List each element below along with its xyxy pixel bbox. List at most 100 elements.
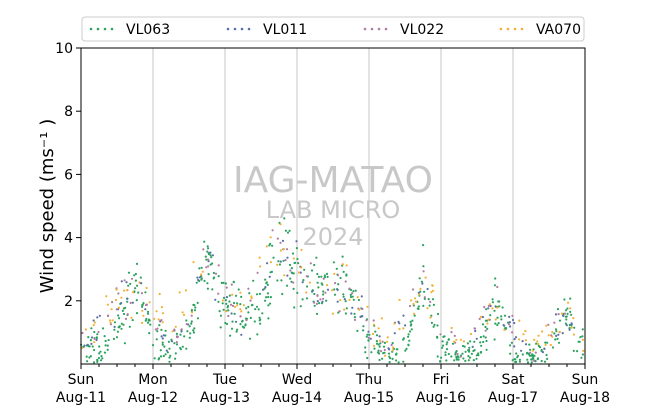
- data-point-vl063: [402, 360, 405, 363]
- data-point-va070: [431, 284, 434, 287]
- data-point-va070: [333, 272, 336, 275]
- data-point-vl022: [511, 314, 514, 317]
- data-point-vl063: [554, 328, 558, 331]
- data-point-vl063: [581, 353, 585, 356]
- data-point-vl063: [219, 314, 222, 317]
- data-point-vl063: [450, 355, 453, 358]
- data-point-vl063: [430, 321, 433, 324]
- data-point-vl063: [342, 270, 345, 273]
- data-point-vl063: [540, 359, 543, 363]
- data-points: [80, 217, 585, 364]
- data-point-vl063: [89, 355, 92, 358]
- data-point-vl063: [391, 342, 394, 345]
- data-point-vl063: [120, 327, 123, 330]
- data-point-vl063: [258, 316, 261, 319]
- data-point-vl011: [393, 332, 396, 335]
- data-point-vl011: [541, 351, 545, 354]
- data-point-vl063: [509, 344, 512, 347]
- data-point-vl011: [508, 315, 511, 318]
- data-point-vl063: [498, 300, 501, 303]
- data-point-vl063: [428, 304, 431, 307]
- data-point-vl063: [222, 281, 225, 284]
- data-point-vl063: [230, 327, 234, 330]
- data-point-vl063: [122, 307, 125, 310]
- data-point-vl063: [445, 348, 449, 351]
- data-point-vl022: [408, 304, 412, 308]
- data-point-vl063: [181, 345, 184, 348]
- data-point-vl063: [431, 298, 435, 301]
- data-point-vl063: [405, 347, 408, 350]
- data-point-vl063: [204, 255, 207, 258]
- data-point-vl063: [265, 281, 268, 284]
- data-point-vl022: [322, 277, 325, 280]
- data-point-vl063: [521, 353, 524, 356]
- data-point-vl063: [248, 337, 252, 340]
- data-point-vl063: [147, 319, 150, 322]
- data-point-vl063: [161, 341, 164, 344]
- data-point-vl022: [231, 304, 235, 307]
- data-point-va070: [141, 321, 144, 324]
- data-point-vl063: [128, 325, 131, 328]
- data-point-vl063: [354, 289, 357, 292]
- data-point-vl063: [277, 260, 280, 263]
- legend-marker: [240, 27, 244, 31]
- data-point-vl063: [491, 301, 494, 304]
- data-point-vl063: [409, 320, 412, 323]
- y-tick-label: 10: [55, 41, 73, 57]
- data-point-va070: [258, 256, 261, 259]
- data-point-vl063: [491, 298, 494, 301]
- data-point-vl011: [162, 334, 165, 337]
- data-point-vl063: [493, 338, 496, 341]
- data-point-vl022: [154, 328, 157, 331]
- data-point-vl063: [146, 312, 150, 315]
- data-point-vl063: [90, 327, 93, 330]
- data-point-va070: [233, 305, 237, 308]
- data-point-vl063: [158, 324, 161, 327]
- data-point-vl063: [290, 280, 293, 283]
- data-point-vl022: [117, 292, 120, 295]
- data-point-vl063: [190, 322, 193, 325]
- data-point-vl063: [394, 353, 398, 356]
- data-point-vl063: [239, 323, 242, 326]
- data-point-va070: [93, 321, 96, 324]
- data-point-vl063: [101, 327, 105, 330]
- data-point-vl063: [515, 352, 518, 355]
- data-point-vl063: [378, 345, 381, 348]
- data-point-vl063: [249, 316, 252, 319]
- data-point-vl063: [500, 318, 503, 321]
- data-point-vl022: [145, 303, 148, 306]
- data-point-vl011: [557, 333, 560, 336]
- data-point-vl063: [432, 303, 435, 306]
- data-point-vl063: [264, 299, 267, 302]
- data-point-vl022: [123, 279, 126, 282]
- data-point-vl063: [374, 330, 377, 333]
- data-point-vl063: [272, 256, 275, 259]
- data-point-vl063: [326, 275, 329, 278]
- data-point-va070: [239, 291, 242, 294]
- data-point-vl011: [326, 288, 330, 291]
- data-point-vl011: [336, 300, 339, 303]
- data-point-vl063: [293, 306, 296, 309]
- data-point-vl011: [211, 254, 214, 257]
- data-point-vl011: [369, 337, 372, 340]
- data-point-vl063: [433, 323, 436, 326]
- data-point-vl011: [125, 281, 128, 284]
- data-point-vl063: [302, 279, 305, 282]
- data-point-vl011: [113, 325, 116, 328]
- data-point-vl022: [106, 314, 110, 318]
- data-point-vl011: [508, 321, 511, 324]
- data-point-vl063: [516, 356, 519, 359]
- data-point-vl011: [360, 315, 363, 318]
- data-point-va070: [142, 314, 145, 317]
- data-point-vl063: [164, 334, 167, 337]
- data-point-va070: [155, 310, 158, 313]
- data-point-vl063: [325, 272, 329, 275]
- data-point-vl063: [306, 285, 309, 288]
- data-point-vl063: [174, 357, 177, 360]
- data-point-vl063: [183, 335, 186, 338]
- data-point-vl063: [353, 312, 356, 315]
- data-point-vl063: [252, 279, 255, 282]
- data-point-vl063: [207, 273, 210, 276]
- data-point-vl011: [404, 324, 407, 327]
- data-point-vl063: [368, 333, 371, 336]
